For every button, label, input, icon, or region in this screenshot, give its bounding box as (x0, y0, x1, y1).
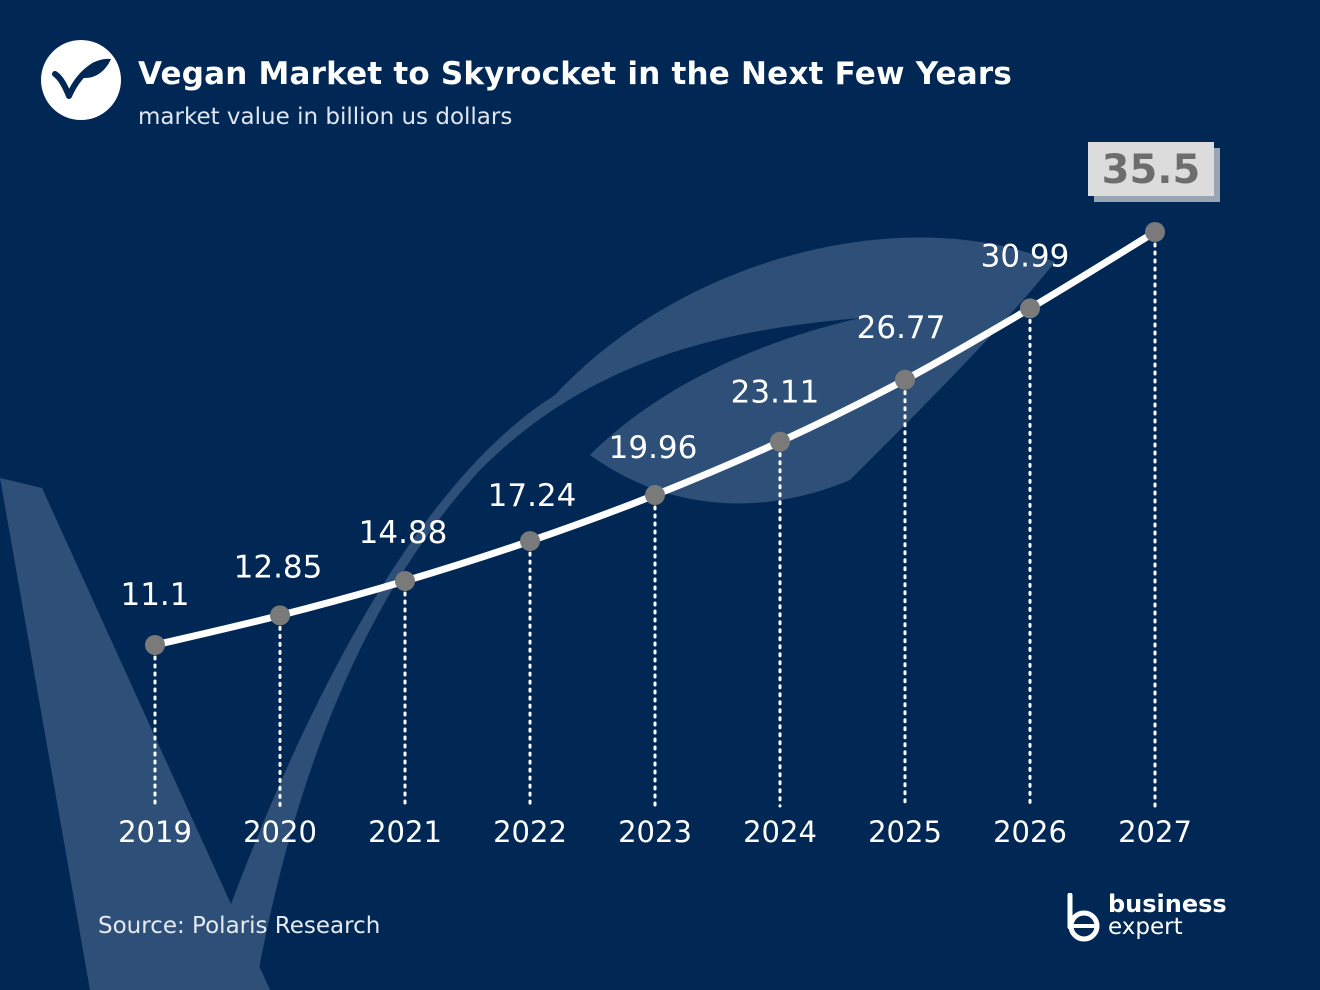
data-label: 12.85 (234, 549, 323, 585)
x-tick-label: 2026 (993, 815, 1067, 849)
vegan-leaf-logo-icon (41, 40, 121, 120)
highlight-label: 35.5 (1102, 147, 1201, 193)
data-point (1020, 298, 1040, 319)
data-point (270, 605, 290, 626)
data-point (520, 531, 540, 552)
x-tick-label: 2027 (1118, 815, 1192, 849)
business-expert-logo: business expert (1064, 890, 1244, 946)
x-tick-label: 2023 (618, 815, 692, 849)
data-label: 26.77 (857, 310, 946, 346)
data-point (770, 431, 790, 452)
data-label: 11.1 (120, 577, 189, 613)
x-tick-label: 2024 (743, 815, 817, 849)
x-tick-label: 2019 (118, 815, 192, 849)
data-point (145, 635, 165, 655)
chart-subtitle: market value in billion us dollars (138, 104, 513, 130)
chart-title: Vegan Market to Skyrocket in the Next Fe… (138, 56, 1013, 92)
brand-name-line1: business (1108, 890, 1227, 918)
x-tick-label: 2025 (868, 815, 942, 849)
highlight-box (1088, 142, 1214, 196)
data-label: 30.99 (981, 238, 1070, 274)
business-expert-logo-icon (1067, 893, 1100, 942)
data-point (395, 571, 415, 592)
brand-name-line2: expert (1108, 914, 1183, 940)
data-label: 14.88 (359, 515, 448, 551)
data-point (1145, 222, 1165, 242)
x-tick-label: 2022 (493, 815, 567, 849)
data-label: 23.11 (731, 375, 820, 411)
x-tick-label: 2020 (243, 815, 317, 849)
data-point (895, 369, 915, 390)
source-note: Source: Polaris Research (98, 913, 381, 939)
data-label: 19.96 (609, 430, 698, 466)
x-tick-label: 2021 (368, 815, 442, 849)
data-point (645, 485, 665, 506)
data-label: 17.24 (488, 478, 577, 514)
